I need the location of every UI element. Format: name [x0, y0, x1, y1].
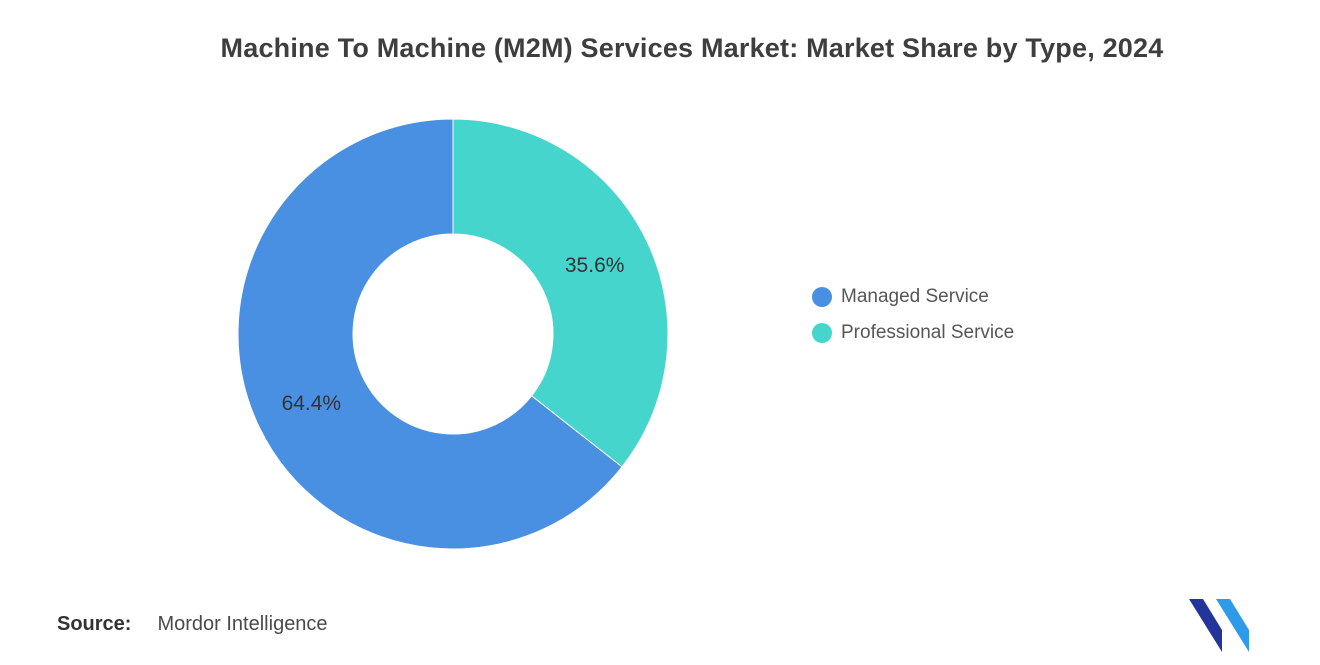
legend: Managed Service Professional Service: [812, 286, 1014, 358]
donut-chart: 64.4% 35.6%: [237, 118, 669, 550]
legend-label-professional-service: Professional Service: [841, 322, 1015, 343]
legend-label-managed-service: Managed Service: [841, 286, 989, 307]
legend-item-managed-service: Managed Service: [812, 286, 1014, 308]
donut-slice-managed-service: [237, 118, 623, 550]
legend-marker-professional-service-icon: [812, 323, 832, 343]
slice-label-professional-service: 35.6%: [565, 254, 625, 277]
source-line: Source: Mordor Intelligence: [57, 613, 328, 636]
source-label: Source:: [57, 613, 132, 635]
legend-item-professional-service: Professional Service: [812, 322, 1014, 344]
donut-slice-professional-service: [452, 118, 669, 468]
chart-title: Machine To Machine (M2M) Services Market…: [220, 33, 1164, 63]
logo-right-shape: [1216, 599, 1249, 652]
slice-label-managed-service: 64.4%: [282, 392, 342, 415]
logo-left-shape: [1189, 599, 1222, 652]
mordor-intelligence-logo: [1189, 599, 1249, 652]
legend-marker-managed-service-icon: [812, 287, 832, 307]
source-name: Mordor Intelligence: [157, 613, 328, 635]
